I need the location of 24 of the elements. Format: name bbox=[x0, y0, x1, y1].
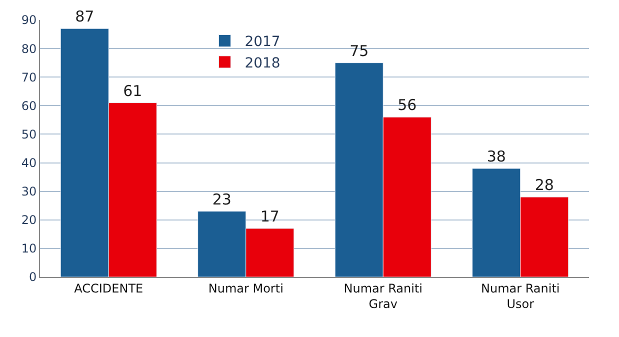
y-tick-label: 60 bbox=[21, 98, 37, 113]
y-tick-label: 90 bbox=[21, 13, 37, 28]
legend-label: 2017 bbox=[244, 34, 280, 50]
x-tick-label: Numar Morti bbox=[208, 281, 284, 296]
data-label: 17 bbox=[260, 207, 280, 226]
x-tick-label: ACCIDENTE bbox=[74, 281, 144, 296]
y-tick-label: 0 bbox=[28, 270, 37, 284]
data-label: 38 bbox=[486, 147, 506, 166]
y-tick-label: 40 bbox=[21, 156, 37, 170]
x-tick-label: Numar Raniti Grav bbox=[344, 281, 423, 311]
data-label: 87 bbox=[75, 8, 94, 26]
x-tick-label: Numar Raniti Usor bbox=[480, 281, 560, 311]
y-tick-label: 80 bbox=[21, 42, 37, 56]
y-tick-label: 30 bbox=[21, 184, 37, 199]
y-tick-label: 20 bbox=[21, 213, 37, 228]
data-label: 75 bbox=[350, 42, 369, 60]
y-tick-label: 50 bbox=[21, 127, 37, 142]
data-label: 61 bbox=[123, 82, 142, 100]
y-tick-label: 70 bbox=[21, 70, 37, 84]
y-tick-label: 10 bbox=[21, 242, 37, 256]
data-label: 28 bbox=[534, 176, 554, 194]
legend-label: 2018 bbox=[244, 55, 280, 72]
data-label: 23 bbox=[212, 190, 232, 208]
data-label: 56 bbox=[398, 96, 417, 114]
